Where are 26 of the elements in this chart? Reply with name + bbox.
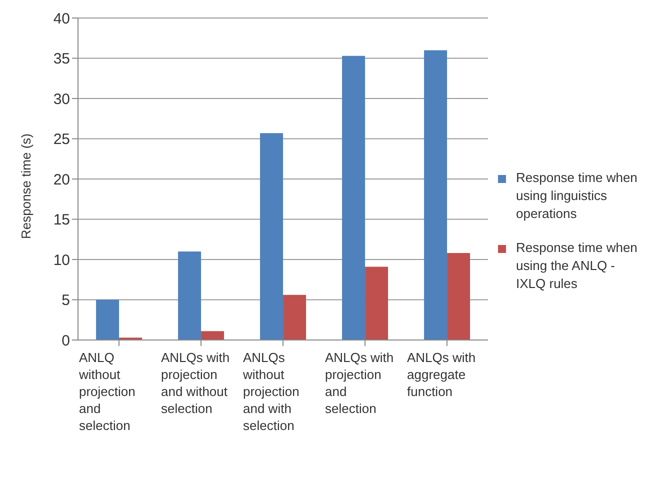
- x-tick-label: ANLQs with projection and selection: [325, 350, 394, 416]
- x-tick-label: ANLQ without projection and selection: [78, 350, 136, 433]
- y-tick-label: 35: [53, 50, 70, 68]
- y-tick-label: 0: [62, 332, 70, 350]
- x-tick-label: ANLQs with aggregate function: [407, 350, 476, 399]
- bar: [283, 294, 306, 340]
- y-tick-label: 15: [53, 212, 70, 229]
- y-tick-label: 20: [53, 171, 70, 188]
- y-tick-label: 40: [53, 10, 70, 28]
- bar: [447, 253, 470, 340]
- bar: [365, 266, 388, 340]
- y-tick-label: 25: [53, 131, 70, 148]
- bar: [96, 300, 120, 340]
- legend-label: Response time when using the ANLQ -IXLQ rules: [516, 239, 638, 293]
- legend-label: Response time when using linguistics operations: [516, 169, 638, 223]
- y-tick-label: 5: [62, 292, 70, 310]
- y-axis-title: Response time (s): [18, 134, 34, 239]
- bar: [178, 251, 202, 340]
- x-tick-label: ANLQs without projection and with selection: [242, 350, 300, 433]
- bar: [424, 50, 448, 340]
- bar: [201, 331, 224, 340]
- bar: [260, 133, 284, 340]
- bar: [342, 56, 366, 340]
- y-tick-label: 10: [53, 252, 70, 269]
- x-tick-label: ANLQs with projection and without selection: [161, 350, 230, 416]
- y-tick-label: 30: [53, 90, 70, 108]
